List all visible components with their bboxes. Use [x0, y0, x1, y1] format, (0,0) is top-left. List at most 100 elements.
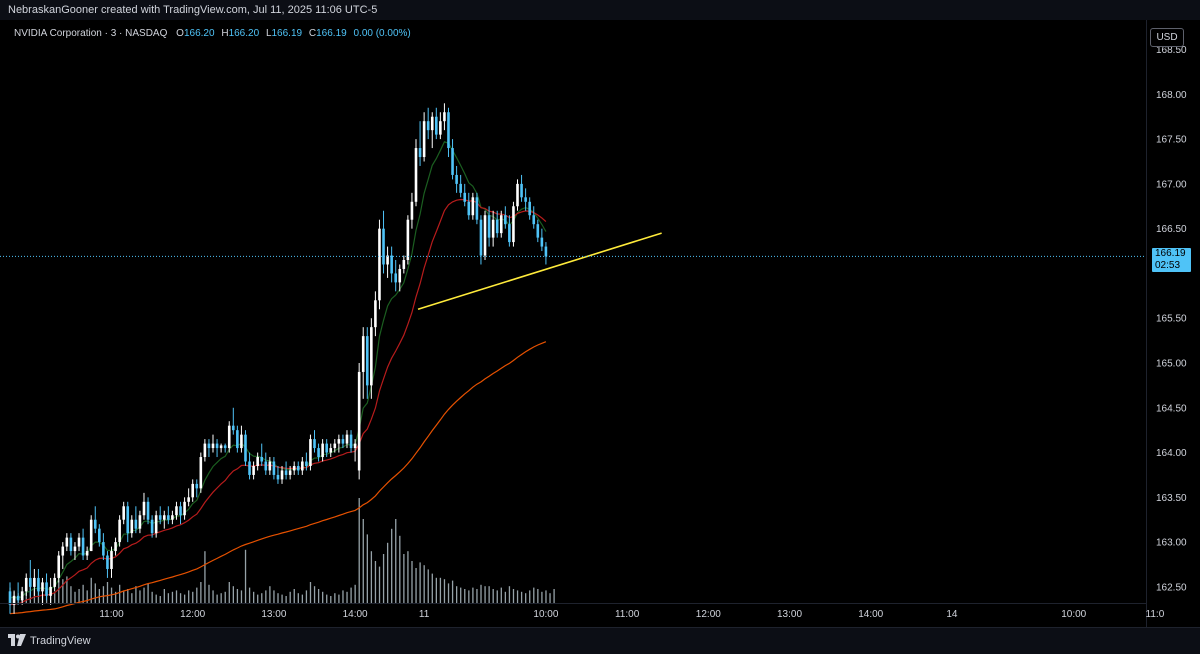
price-chart[interactable]: 168.50 168.00 167.50 167.00 166.50 165.50 165.…: [0, 20, 1200, 627]
volume-bar: [159, 596, 161, 603]
volume-bar: [439, 577, 442, 603]
candle-body: [187, 497, 190, 502]
volume-bar: [382, 554, 385, 603]
candle: [520, 174, 523, 202]
candle-body: [195, 483, 199, 489]
volume-bar: [427, 569, 429, 603]
volume-bar: [435, 577, 437, 603]
candle-body: [292, 465, 296, 471]
volume-bar: [86, 590, 88, 603]
candle: [288, 465, 292, 480]
candle-body: [402, 260, 406, 269]
volume-bar: [496, 590, 498, 603]
candle: [341, 434, 345, 449]
candle-body: [252, 465, 255, 475]
candle-body: [520, 183, 523, 198]
candle-body: [524, 197, 527, 202]
candle: [479, 215, 483, 265]
volume-bar: [70, 586, 72, 603]
candle-body: [430, 116, 434, 131]
candle-body: [333, 443, 337, 449]
volume-bar: [179, 593, 182, 603]
volume-bar: [411, 561, 413, 603]
candle-body: [374, 300, 377, 328]
candle-body: [191, 483, 194, 498]
trendline[interactable]: [417, 232, 662, 311]
candle: [378, 219, 381, 310]
price-tick-label: 164.00: [1156, 448, 1187, 459]
candle: [183, 497, 186, 520]
price-tick-label: 162.50: [1156, 582, 1187, 593]
time-tick-label: 10:00: [533, 609, 558, 620]
volume-bar: [123, 590, 125, 603]
candle: [422, 112, 426, 162]
candle: [536, 219, 540, 243]
time-axis[interactable]: 11:00 12:00 13:00 14:00 11 10:00 11:00 12:00 13:…: [0, 603, 1165, 621]
candle: [81, 528, 85, 561]
candle: [211, 434, 215, 453]
candle-body: [337, 439, 341, 444]
candle: [138, 510, 142, 534]
candle: [276, 465, 280, 484]
candle: [455, 165, 458, 193]
volume-bar: [200, 582, 202, 603]
candle-body: [8, 591, 12, 605]
candle: [353, 439, 357, 462]
price-axis[interactable]: 168.50 168.00 167.50 167.00 166.50 165.50 165.…: [1146, 20, 1188, 627]
candle-body: [459, 183, 462, 193]
candle-body: [516, 183, 519, 207]
candle-body: [532, 215, 536, 225]
candle-body: [528, 201, 531, 216]
candle-body: [317, 448, 320, 458]
candle: [268, 457, 272, 475]
volume-bar: [102, 586, 105, 603]
candle: [203, 439, 207, 462]
candle: [333, 439, 337, 453]
candle-body: [280, 470, 284, 480]
candle-body: [33, 577, 36, 587]
candle-body: [443, 112, 446, 122]
candle-body: [227, 425, 231, 449]
trendline-layer[interactable]: [417, 232, 662, 311]
candle: [227, 421, 231, 453]
candle-body: [16, 595, 20, 601]
volume-bar: [106, 582, 109, 603]
chart-area[interactable]: 168.50 168.00 167.50 167.00 166.50 165.50 165.…: [0, 20, 1200, 627]
volume-bar: [549, 593, 551, 603]
low-label: L: [265, 28, 272, 39]
candle-body: [475, 197, 479, 220]
time-tick-label: 10:00: [1061, 609, 1086, 620]
candle: [337, 434, 341, 453]
volume-bar: [196, 587, 198, 603]
candle-body: [223, 445, 227, 449]
candle: [272, 457, 276, 480]
candle: [53, 573, 56, 592]
volume-bar: [208, 584, 210, 603]
currency-button[interactable]: USD: [1150, 28, 1184, 47]
price-tick-label: 166.50: [1156, 224, 1187, 235]
candle-body: [439, 121, 442, 135]
candle-body: [134, 519, 138, 529]
volume-bar: [451, 580, 454, 603]
volume-bar: [62, 579, 64, 603]
candle: [325, 439, 328, 458]
candle-body: [154, 515, 158, 534]
candle-body: [365, 336, 369, 386]
volume-bar: [370, 551, 373, 603]
candle-body: [65, 537, 69, 547]
candle: [280, 465, 284, 484]
volume-bar: [443, 579, 446, 603]
volume-bar: [313, 586, 316, 603]
candle-body: [162, 515, 166, 520]
candle-body: [183, 501, 186, 516]
volume-bar: [224, 591, 226, 603]
candle-body: [73, 546, 77, 552]
candle-body: [536, 224, 540, 238]
candle-body: [309, 439, 312, 466]
candle: [390, 246, 393, 283]
candle-body: [199, 457, 203, 489]
candle: [154, 510, 158, 538]
volume-bar: [114, 591, 117, 603]
time-tick-label: 12:00: [696, 609, 721, 620]
candle: [118, 515, 121, 547]
